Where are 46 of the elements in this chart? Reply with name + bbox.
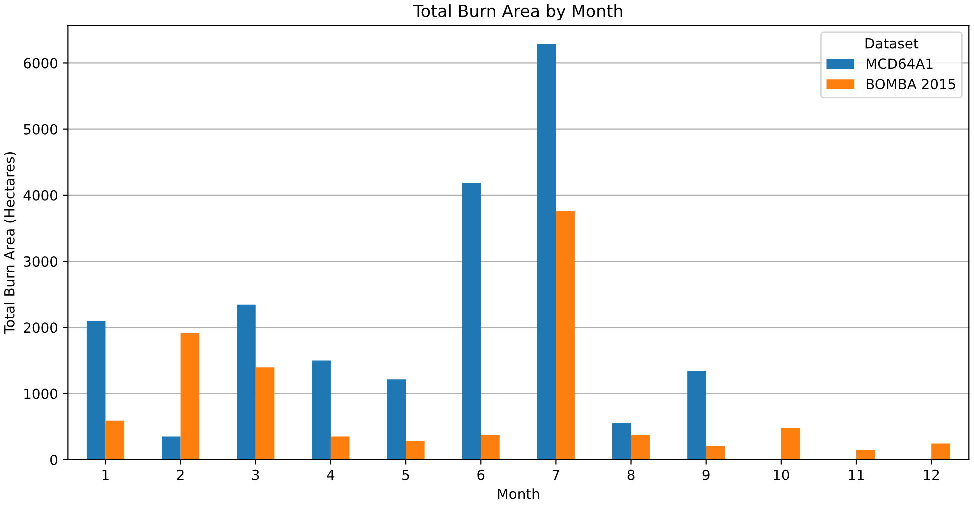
bar [162, 436, 181, 460]
bar [631, 435, 650, 460]
bar [688, 371, 706, 460]
bar [312, 360, 331, 460]
bar [330, 436, 350, 460]
x-tick-label: 8 [628, 470, 635, 480]
x-tick-label: 9 [702, 470, 710, 480]
x-tick-label: 3 [252, 470, 260, 480]
x-tick-label: 2 [177, 470, 184, 480]
bar [387, 380, 406, 460]
y-tick-label: 3000 [24, 256, 58, 268]
bar [781, 428, 800, 460]
legend-label: MCD64A1 [867, 58, 933, 70]
x-tick-label: 5 [402, 470, 410, 480]
bar [856, 450, 876, 460]
bar [612, 424, 632, 460]
bar [86, 321, 106, 460]
y-tick-label: 1000 [24, 388, 58, 400]
x-tick-label: 7 [552, 470, 560, 480]
legend-label: BOMBA 2015 [867, 79, 956, 90]
y-axis-title: Total Burn Area (Hectares) [4, 152, 16, 334]
bar [180, 333, 200, 460]
bar [556, 211, 575, 460]
y-tick-label: 2000 [24, 322, 58, 334]
bar [462, 183, 482, 460]
x-tick-label: 6 [478, 470, 485, 480]
y-tick-label: 0 [50, 454, 58, 466]
bar [706, 446, 726, 460]
bar [256, 368, 275, 460]
x-tick-label: 1 [102, 470, 109, 480]
x-tick-label: 10 [774, 470, 790, 480]
x-tick-label: 11 [849, 470, 864, 480]
bar [481, 435, 500, 460]
bar [537, 44, 556, 460]
bar [406, 441, 425, 460]
y-tick-label: 6000 [24, 58, 58, 69]
x-axis-title: Month [498, 488, 540, 500]
x-tick-label: 4 [327, 470, 335, 480]
chart-title: Total Burn Area by Month [413, 4, 622, 21]
bar [237, 304, 256, 460]
bar [106, 420, 124, 460]
bar [932, 444, 950, 460]
x-tick-label: 12 [924, 470, 940, 480]
y-tick-label: 5000 [24, 124, 58, 135]
legend-title: Dataset [866, 38, 919, 49]
y-tick-label: 4000 [24, 190, 58, 201]
